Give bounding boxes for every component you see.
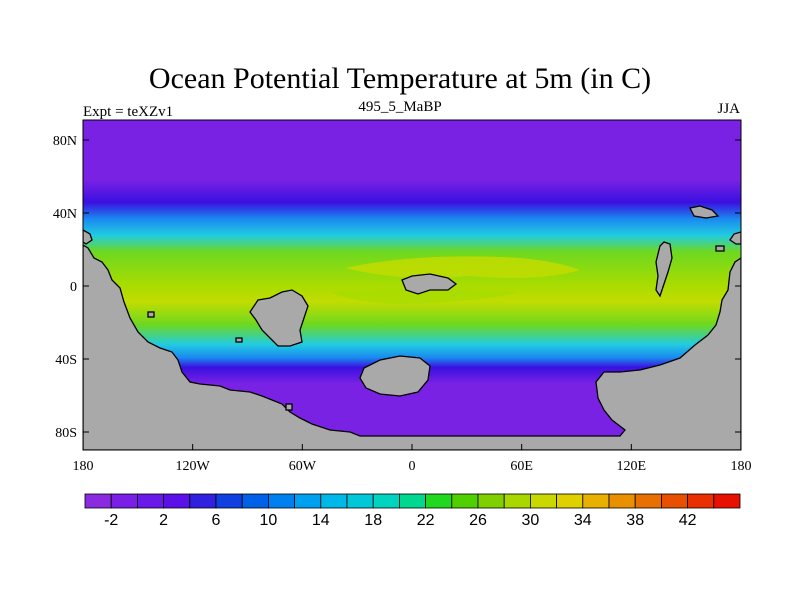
- colorbar-box: [661, 493, 689, 509]
- colorbar-box: [189, 493, 217, 509]
- colorbar-label: 34: [574, 512, 592, 529]
- land-south-island: [359, 355, 431, 397]
- lon-tick-label: 120W: [176, 459, 211, 474]
- map-title: Ocean Potential Temperature at 5m (in C): [148, 62, 652, 95]
- colorbar-box: [372, 493, 400, 509]
- land-north-arctic-island: [689, 205, 720, 219]
- colorbar-label: 42: [679, 512, 697, 529]
- colorbar-label: 10: [260, 512, 278, 529]
- lon-tick-label: 180: [73, 459, 94, 474]
- land-north-strip: [655, 241, 673, 298]
- colorbar-box: [425, 493, 453, 509]
- colorbar-label: 2: [159, 512, 168, 529]
- colorbar-box: [713, 493, 741, 509]
- colorbar-label: 38: [626, 512, 644, 529]
- land-small-islet: [235, 337, 243, 343]
- colorbar-box: [241, 493, 269, 509]
- land-east-edge: [729, 231, 741, 245]
- colorbar-box: [608, 493, 636, 509]
- land-small-islet: [285, 403, 293, 411]
- colorbar-label: -2: [104, 512, 118, 529]
- colorbar-box: [320, 493, 348, 509]
- colorbar-box: [530, 493, 558, 509]
- lon-tick-label: 120E: [617, 459, 647, 474]
- colorbar-label: 26: [469, 512, 487, 529]
- colorbar-box: [634, 493, 662, 509]
- lat-tick-label: 40N: [53, 207, 77, 222]
- lat-tick-label: 0: [70, 280, 77, 295]
- lon-tick-label: 60E: [510, 459, 533, 474]
- colorbar-box: [582, 493, 610, 509]
- colorbar-label: 30: [522, 512, 540, 529]
- colorbar-label: 18: [364, 512, 382, 529]
- colorbar-box: [477, 493, 505, 509]
- colorbar-box: [451, 493, 479, 509]
- land-small-islet: [147, 311, 155, 318]
- land-small-islet: [715, 245, 725, 252]
- lon-tick-label: 60W: [289, 459, 317, 474]
- colorbar-box: [267, 493, 295, 509]
- colorbar-box: [556, 493, 584, 509]
- colorbar-box: [163, 493, 191, 509]
- colorbar-box: [215, 493, 243, 509]
- colorbar-box: [136, 493, 164, 509]
- season-label: JJA: [717, 101, 740, 117]
- land-equator-island: [401, 273, 458, 295]
- period-label: 495_5_MaBP: [358, 99, 442, 115]
- longitude-axis: 180 120W 60W 0 60E 120E 180: [73, 444, 752, 474]
- colorbar-box: [503, 493, 531, 509]
- colorbar-box: [294, 493, 322, 509]
- lat-tick-label: 80N: [53, 134, 77, 149]
- warm-pool-south: [330, 288, 520, 304]
- land-west-continent: [83, 244, 741, 450]
- colorbar-box: [84, 493, 112, 509]
- colorbar: -2 2 6 10 14 18 22 26 30 34 38 42: [84, 493, 741, 529]
- colorbar-label: 6: [212, 512, 221, 529]
- map-plot-area: [83, 120, 741, 450]
- colorbar-box: [687, 493, 715, 509]
- warm-pool-north: [345, 256, 580, 278]
- colorbar-box: [398, 493, 426, 509]
- lat-tick-label: 80S: [55, 426, 77, 441]
- colorbar-label: 22: [417, 512, 435, 529]
- lon-tick-label: 180: [731, 459, 752, 474]
- colorbar-label: 14: [312, 512, 330, 529]
- latitude-axis: 80N 40N 0 40S 80S: [53, 134, 741, 441]
- colorbar-box: [346, 493, 374, 509]
- land-east-continent: [249, 289, 309, 347]
- colorbar-box: [110, 493, 138, 509]
- land-west-edge: [83, 229, 93, 245]
- experiment-label: Expt = teXZv1: [83, 104, 174, 120]
- lat-tick-label: 40S: [55, 353, 77, 368]
- lon-tick-label: 0: [409, 459, 416, 474]
